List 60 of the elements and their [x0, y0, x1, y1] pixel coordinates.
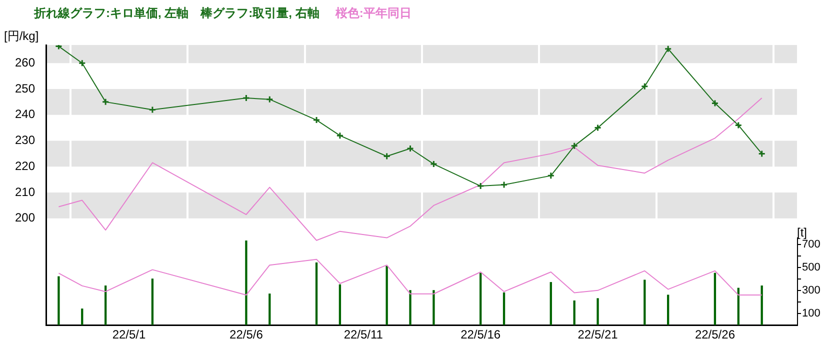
y-axis-title: [円/kg]: [4, 29, 39, 43]
x-tick-label: 22/5/1: [112, 328, 146, 342]
bar: [104, 285, 107, 325]
point: [406, 144, 414, 152]
bar: [81, 308, 84, 325]
bar: [550, 282, 552, 325]
bar: [338, 284, 342, 325]
point: [570, 142, 578, 150]
bar: [432, 290, 435, 325]
point: [148, 106, 156, 114]
x-tick-label: 22/5/6: [230, 328, 264, 342]
point: [78, 59, 86, 67]
y-tick-label: 250: [14, 81, 36, 96]
y2-axis-title: [t]: [797, 225, 808, 240]
bar: [315, 262, 318, 325]
point: [430, 160, 438, 168]
y2-tick-label: 300: [802, 284, 820, 296]
point: [102, 98, 110, 106]
bar: [245, 240, 248, 325]
bar: [386, 266, 388, 325]
point: [734, 121, 742, 129]
y-tick-label: 260: [14, 55, 36, 70]
y-tick-label: 220: [14, 158, 36, 173]
point: [664, 45, 672, 53]
y-tick-label: 240: [14, 107, 36, 122]
y-tick-label: 210: [14, 184, 36, 199]
point: [500, 180, 508, 188]
point: [711, 99, 719, 107]
chart-title: 折れ線グラフ:キロ単価, 左軸 棒グラフ:取引量, 右軸: [34, 6, 320, 20]
y2-tick-label: 100: [802, 308, 820, 320]
point: [383, 152, 391, 160]
bar: [760, 285, 763, 325]
bar: [596, 298, 599, 325]
point: [242, 94, 250, 102]
point: [312, 116, 320, 124]
bar: [151, 278, 154, 325]
x-tick-label: 22/5/16: [460, 328, 501, 342]
bar: [409, 290, 412, 325]
bar: [644, 280, 646, 325]
point: [547, 172, 555, 180]
bar: [573, 300, 576, 325]
bar: [502, 292, 506, 325]
bar: [58, 276, 60, 325]
point: [266, 96, 274, 104]
point: [336, 132, 344, 140]
x-tick-label: 22/5/11: [344, 328, 384, 342]
bar: [714, 272, 716, 325]
point: [640, 82, 648, 90]
y2-tick-label: 700: [802, 238, 820, 250]
text: 桜色:平年同日: [335, 6, 412, 20]
point: [476, 182, 484, 190]
y-tick-label: 230: [14, 133, 36, 148]
x-tick-label: 22/5/21: [578, 328, 618, 342]
bar: [268, 294, 271, 325]
x-tick-label: 22/5/26: [694, 328, 736, 342]
bar: [480, 272, 482, 325]
point: [594, 124, 602, 132]
bar: [667, 294, 670, 325]
y-tick-label: 200: [14, 210, 36, 225]
y2-tick-label: 500: [802, 261, 820, 274]
